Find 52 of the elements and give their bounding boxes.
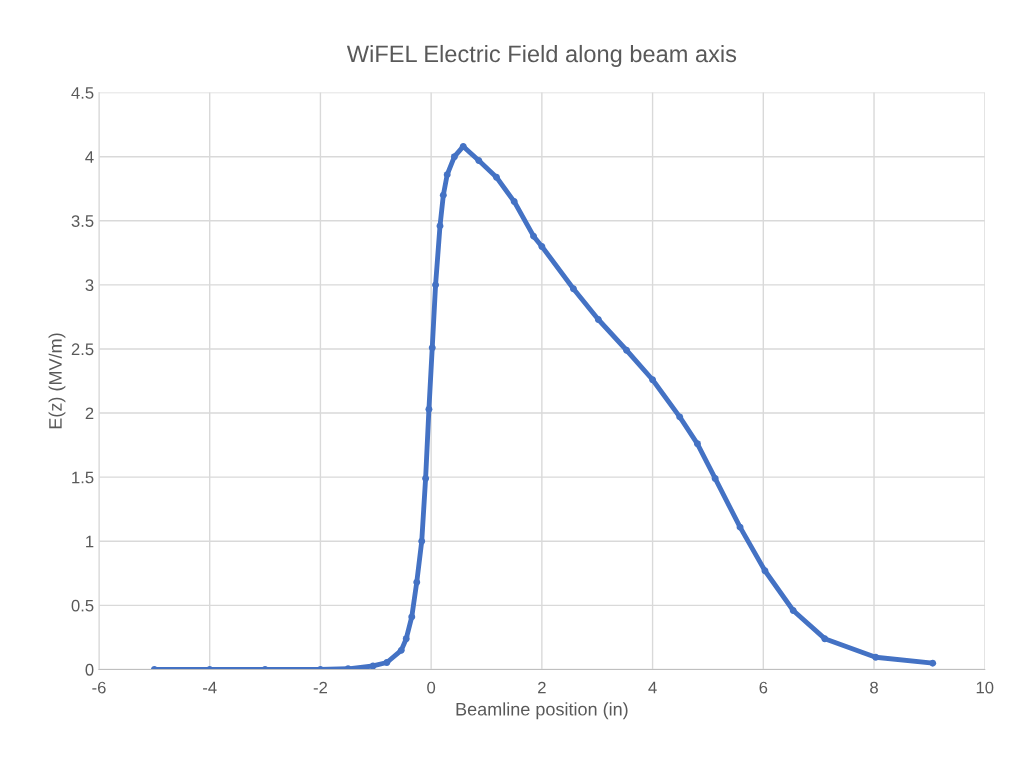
point (623, 346, 631, 354)
x-tick-label: -2 (313, 681, 327, 694)
x-tick-label: 0 (427, 681, 436, 694)
point (761, 567, 769, 575)
x-tick-label: 6 (759, 681, 768, 694)
y-tick-label: 1.5 (72, 471, 94, 484)
y-tick-label: 1 (86, 535, 94, 548)
point (493, 173, 500, 181)
point (432, 281, 440, 289)
point (594, 316, 602, 323)
point (929, 659, 937, 667)
point (425, 405, 433, 413)
point (538, 242, 546, 250)
point (397, 646, 405, 654)
chart-title: WiFEL Electric Field along beam axis (346, 44, 737, 67)
point (383, 659, 391, 666)
x-tick-label: -6 (92, 681, 106, 694)
y-tick-label: 3.5 (71, 215, 94, 227)
point (649, 376, 657, 384)
point (510, 198, 518, 206)
y-tick-label: 0.5 (71, 599, 94, 612)
point (402, 635, 410, 643)
point (408, 613, 416, 621)
point (475, 157, 483, 165)
point (422, 474, 430, 482)
y-tick-label: 0 (85, 663, 94, 676)
y-tick-label: 2 (85, 407, 94, 420)
point (428, 344, 436, 352)
point (693, 440, 701, 448)
y-tick-label: 2.5 (71, 343, 94, 356)
point (413, 578, 421, 586)
y-axis-title: E(z) (MV/m) (48, 333, 66, 429)
x-tick-label: 10 (976, 681, 994, 694)
y-tick-label: 3 (85, 279, 94, 292)
point (418, 537, 426, 545)
point (439, 191, 447, 199)
point (676, 413, 684, 421)
x-axis-title: Beamline position (in) (456, 702, 628, 720)
point (711, 474, 719, 482)
point (450, 153, 458, 161)
x-tick-label: 8 (870, 681, 878, 694)
point (872, 653, 880, 661)
point (443, 171, 451, 179)
x-tick-label: -4 (203, 681, 217, 694)
point (789, 607, 797, 614)
y-tick-label: 4.5 (71, 87, 94, 99)
point (821, 635, 829, 643)
point (530, 232, 538, 240)
point (569, 285, 577, 293)
y-tick-label: 4 (85, 151, 94, 163)
x-tick-label: 4 (648, 681, 657, 694)
x-tick-label: 2 (538, 681, 546, 694)
